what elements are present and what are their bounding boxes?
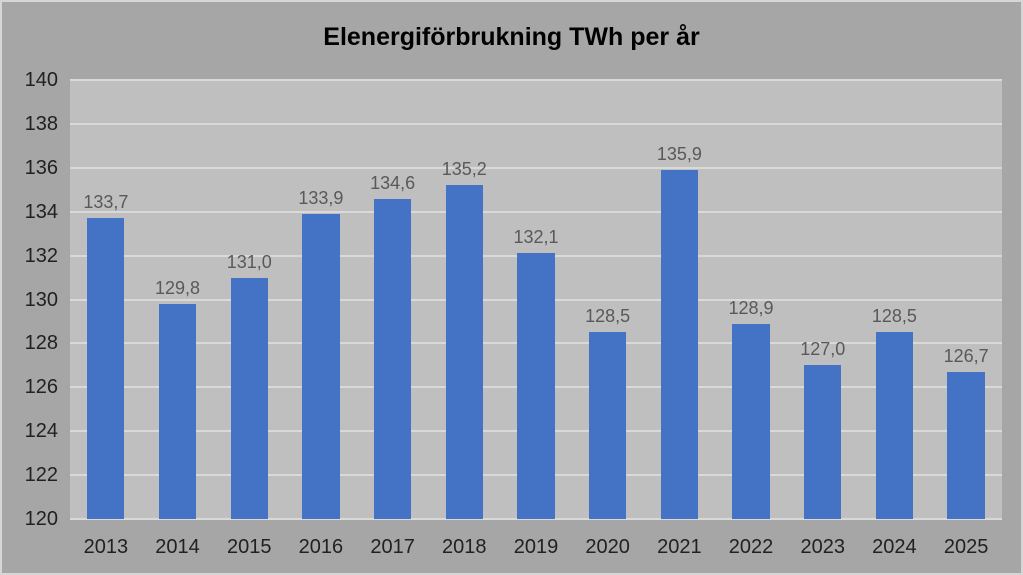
data-label: 128,5: [871, 306, 917, 327]
y-tick-label: 138: [24, 112, 58, 135]
y-tick-label: 120: [24, 508, 58, 530]
x-tick-label: 2013: [83, 536, 129, 558]
bar-2022: [732, 323, 770, 519]
x-tick-label: 2025: [943, 536, 989, 558]
data-label: 127,0: [800, 339, 846, 360]
gridline: [70, 210, 1002, 213]
plot-area: 133,7 129,8 131,0 133,9 134,6 135,2 132,1 128,5…: [70, 79, 1002, 520]
y-tick-label: 130: [24, 288, 58, 311]
y-tick-label: 122: [24, 464, 58, 487]
bar-cell: 134,6: [357, 80, 429, 519]
data-label: 135,9: [656, 144, 702, 164]
y-axis-labels: 140 138 136 134 132 130 128 126 124 122 120: [2, 70, 58, 529]
data-label: 135,2: [441, 159, 487, 180]
data-label: 134,6: [370, 172, 416, 193]
data-label: 133,9: [298, 187, 344, 208]
gridline: [70, 79, 1002, 81]
bar-cell: 128,9: [715, 80, 787, 519]
bar-2021: [660, 170, 698, 519]
data-label: 128,5: [585, 306, 631, 327]
bar-2018: [445, 185, 483, 519]
data-label: 126,7: [943, 345, 989, 366]
bar-2014: [158, 303, 197, 519]
bar-cell: 133,7: [70, 80, 142, 519]
x-tick-label: 2016: [298, 536, 344, 558]
bar-cell: 132,1: [500, 80, 572, 519]
bar-2019: [517, 253, 555, 519]
gridline: [70, 518, 1002, 520]
bar-2015: [230, 277, 268, 519]
x-tick-label: 2022: [728, 536, 774, 558]
y-tick-label: 140: [24, 69, 58, 91]
bar-cell: 128,5: [859, 80, 931, 519]
bar-cell: 135,2: [428, 80, 500, 519]
y-tick-label: 128: [24, 332, 58, 355]
bar-cell: 135,9: [644, 80, 716, 519]
data-label: 128,9: [728, 297, 774, 318]
x-tick-label: 2014: [155, 536, 200, 558]
bars: 133,7 129,8 131,0 133,9 134,6 135,2 132,1 128,5…: [70, 80, 1002, 519]
x-tick-label: 2023: [800, 536, 845, 558]
bar-2025: [947, 371, 985, 519]
bar-cell: 129,8: [142, 80, 214, 519]
bar-2017: [373, 198, 412, 519]
gridline: [70, 166, 1002, 169]
bar-2013: [87, 218, 125, 519]
x-tick-label: 2019: [513, 536, 559, 558]
data-label: 132,1: [513, 227, 559, 248]
bar-2024: [875, 332, 914, 519]
bar-cell: 127,0: [787, 80, 859, 519]
y-tick-label: 132: [24, 244, 58, 267]
bar-2020: [589, 332, 627, 519]
y-tick-label: 124: [24, 420, 58, 443]
bar-cell: 128,5: [572, 80, 644, 519]
bar-cell: 133,9: [285, 80, 357, 519]
x-tick-label: 2017: [370, 536, 415, 558]
y-tick-label: 136: [24, 156, 58, 179]
x-tick-label: 2021: [657, 536, 702, 558]
x-tick-label: 2015: [226, 536, 272, 558]
x-tick-label: 2024: [872, 536, 917, 558]
y-tick-label: 126: [24, 376, 58, 399]
bar-2016: [302, 213, 340, 519]
bar-2023: [804, 365, 842, 519]
data-label: 133,7: [83, 192, 129, 213]
chart-title: Elenergiförbrukning TWh per år: [323, 23, 700, 51]
y-tick-label: 134: [24, 200, 58, 223]
x-tick-label: 2018: [442, 536, 487, 558]
x-axis-labels: 2013 2014 2015 2016 2017 2018 2019 2020 2021 2022…: [70, 536, 1002, 559]
bar-cell: 131,0: [213, 80, 285, 519]
x-tick-label: 2020: [585, 536, 630, 558]
bar-cell: 126,7: [930, 80, 1002, 519]
data-label: 129,8: [155, 277, 201, 298]
gridline: [70, 122, 1002, 125]
data-label: 131,0: [226, 251, 272, 272]
